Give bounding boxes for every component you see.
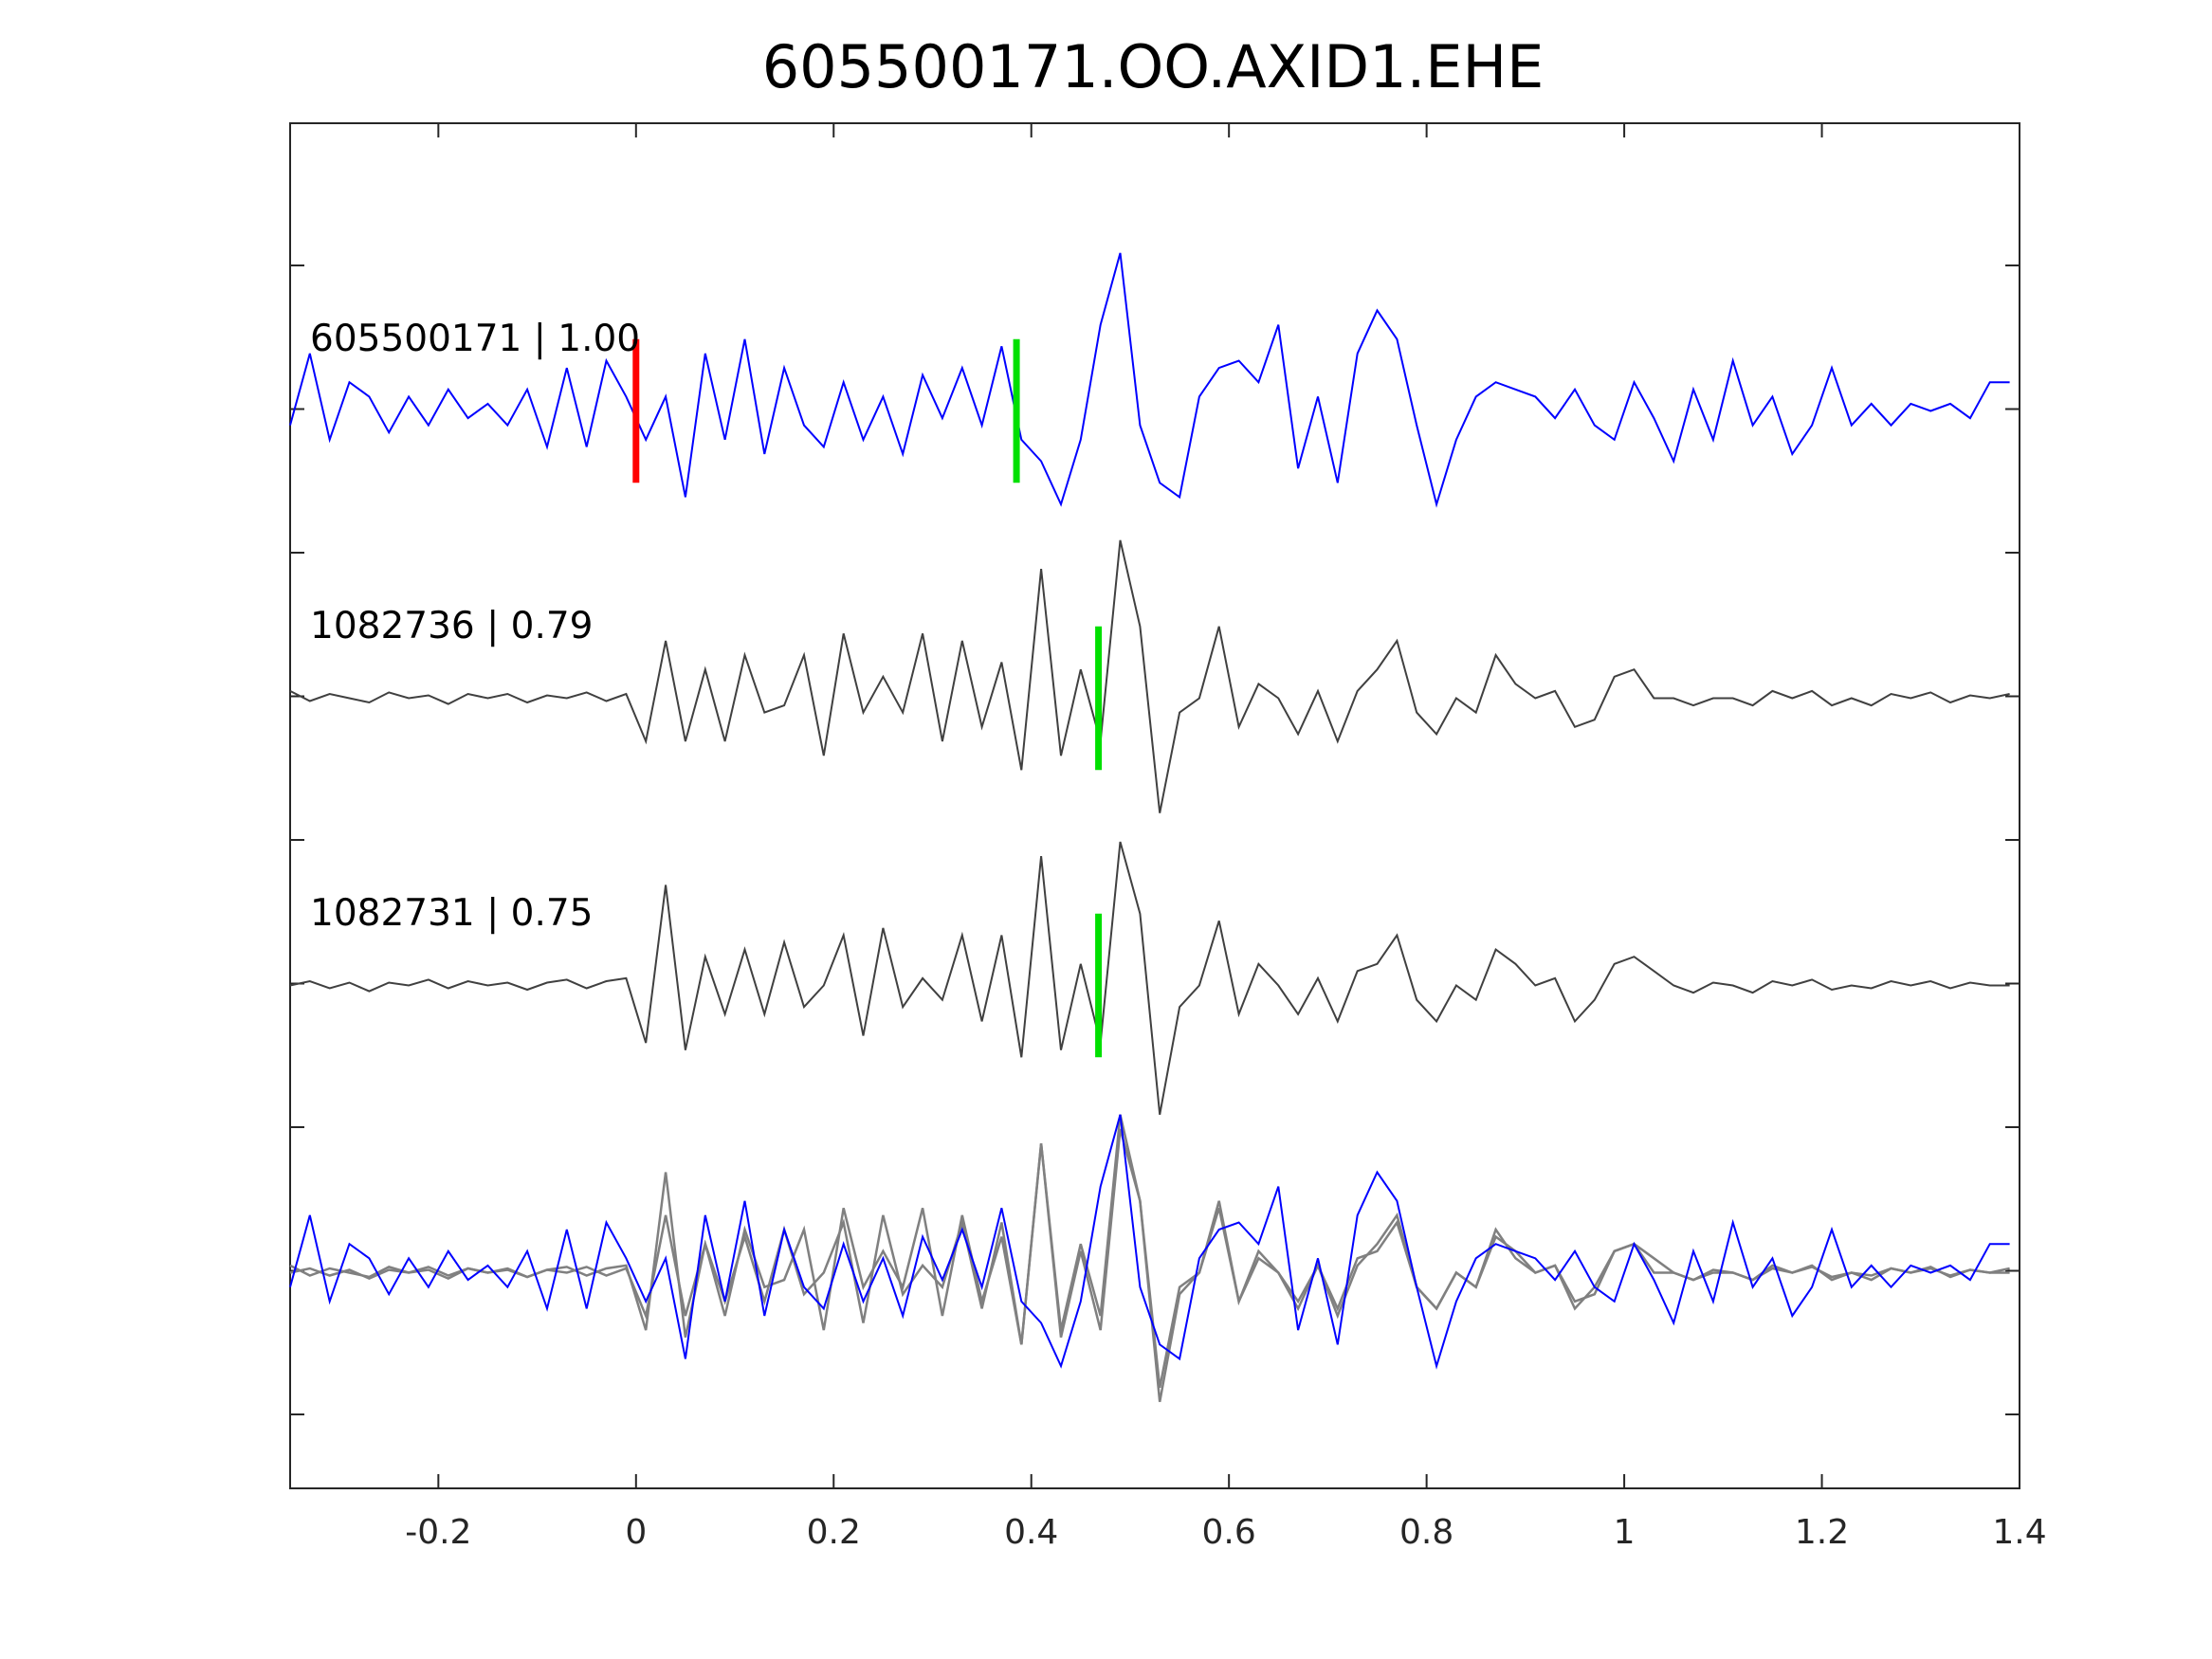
trace-label: 1082731 | 0.75 bbox=[310, 892, 593, 935]
trace-605500171 bbox=[289, 252, 2010, 508]
x-tick-label: 0 bbox=[625, 1513, 647, 1552]
trace-1082736 bbox=[289, 539, 2010, 813]
trace-1082731 bbox=[289, 841, 2010, 1115]
chart-title: 605500171.OO.AXID1.EHE bbox=[762, 32, 1545, 101]
x-tick-label: 0.6 bbox=[1202, 1513, 1256, 1552]
overlay-trace-605500171 bbox=[289, 1114, 2010, 1370]
trace-label: 605500171 | 1.00 bbox=[310, 318, 640, 360]
x-tick-label: -0.2 bbox=[405, 1513, 471, 1552]
trace-labels: 605500171 | 1.00 1082736 | 0.79 1082731 … bbox=[310, 318, 640, 935]
trace-label: 1082736 | 0.79 bbox=[310, 605, 593, 647]
traces bbox=[289, 252, 2010, 1403]
x-tick-label: 0.2 bbox=[807, 1513, 861, 1552]
x-tick-label: 0.4 bbox=[1004, 1513, 1058, 1552]
plot-area bbox=[289, 122, 2020, 1489]
x-tick-label: 1 bbox=[1614, 1513, 1636, 1552]
x-tick-labels: -0.2 0 0.2 0.4 0.6 0.8 1 1.2 1.4 bbox=[405, 1513, 2046, 1552]
axis-ticks bbox=[290, 123, 2020, 1488]
x-tick-label: 1.4 bbox=[1992, 1513, 2046, 1552]
x-tick-label: 1.2 bbox=[1795, 1513, 1849, 1552]
x-tick-label: 0.8 bbox=[1399, 1513, 1453, 1552]
